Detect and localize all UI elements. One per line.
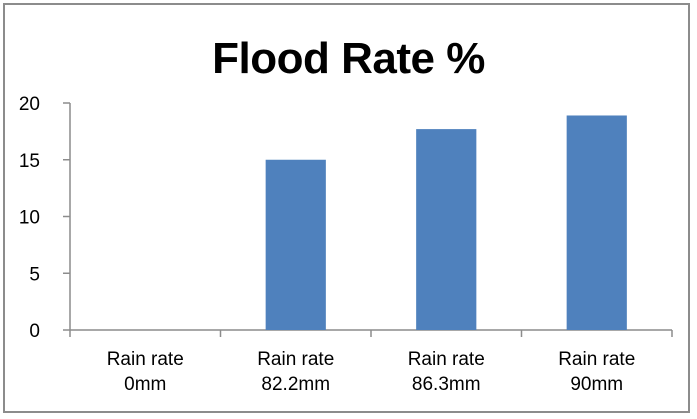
y-tick-label: 0: [29, 321, 40, 342]
x-category-label: Rain rate: [408, 349, 485, 370]
x-category-label: Rain rate: [257, 349, 334, 370]
y-tick-label: 15: [19, 151, 40, 172]
x-category-label: 90mm: [570, 374, 623, 395]
x-category-label: Rain rate: [558, 349, 635, 370]
x-category-label: 82.2mm: [261, 374, 330, 395]
bar: [416, 129, 477, 330]
y-tick-label: 20: [19, 94, 40, 115]
x-category-label: 0mm: [124, 374, 166, 395]
x-category-label: Rain rate: [107, 349, 184, 370]
chart-title: Flood Rate %: [212, 34, 485, 83]
x-category-label: 86.3mm: [412, 374, 481, 395]
y-tick-label: 10: [19, 208, 40, 229]
bar: [566, 115, 627, 330]
bar: [265, 159, 326, 330]
y-tick-label: 5: [29, 264, 40, 285]
